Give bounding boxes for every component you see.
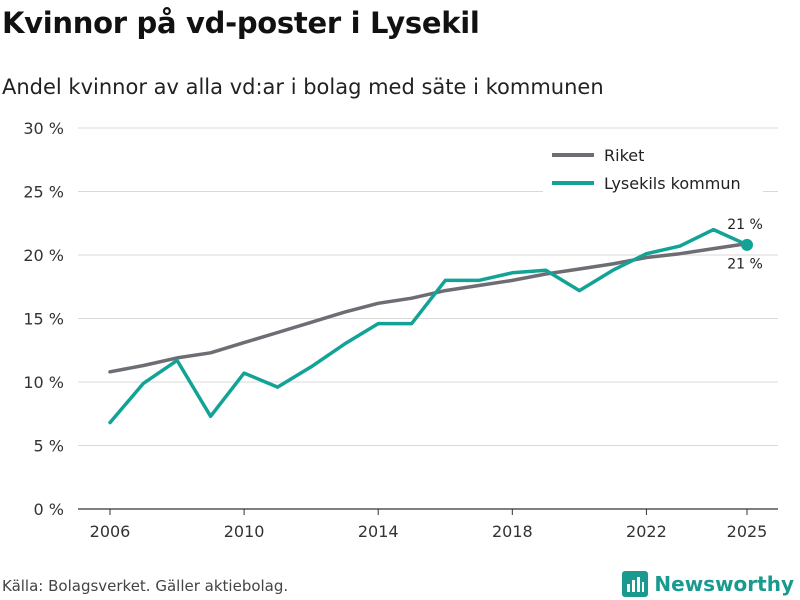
series-lines bbox=[108, 227, 753, 425]
end-label-riket: 21 % bbox=[727, 257, 763, 273]
legend: Riket Lysekils kommun bbox=[543, 142, 763, 198]
grid-lines bbox=[78, 127, 778, 510]
chart-title: Kvinnor på vd-poster i Lysekil bbox=[2, 6, 480, 40]
series-end-point bbox=[741, 238, 753, 251]
y-tick-label: 10 % bbox=[23, 373, 64, 392]
y-axis: 0 % 5 % 10 % 15 % 20 % 25 % 30 % bbox=[23, 119, 64, 519]
legend-label: Riket bbox=[604, 146, 644, 165]
brand-logo: Newsworthy bbox=[622, 569, 794, 599]
y-tick-label: 5 % bbox=[34, 437, 64, 456]
x-tick-label: 2025 bbox=[727, 522, 768, 541]
x-tick-label: 2010 bbox=[224, 522, 265, 541]
y-tick-label: 30 % bbox=[23, 119, 64, 138]
x-tick-label: 2022 bbox=[626, 522, 667, 541]
end-label-lysekil: 21 % bbox=[727, 217, 763, 233]
brand-name: Newsworthy bbox=[654, 572, 794, 596]
chart-subtitle: Andel kvinnor av alla vd:ar i bolag med … bbox=[2, 75, 604, 99]
y-tick-label: 25 % bbox=[23, 183, 64, 202]
series-line-lysekil bbox=[108, 227, 749, 425]
end-labels: 21 % 21 % bbox=[727, 217, 763, 273]
legend-background bbox=[543, 142, 763, 198]
x-axis: 2006 2010 2014 2018 2022 2025 bbox=[90, 509, 768, 541]
source-note: Källa: Bolagsverket. Gäller aktiebolag. bbox=[2, 577, 289, 595]
bar-chart-icon bbox=[622, 571, 649, 597]
y-tick-label: 20 % bbox=[23, 246, 64, 265]
line-chart: 0 %5 %10 %15 %20 %25 %30 % 2006 2010 2014 2… bbox=[23, 119, 778, 541]
series-line-riket bbox=[108, 241, 749, 374]
x-tick-label: 2014 bbox=[358, 522, 399, 541]
x-tick-label: 2006 bbox=[90, 522, 131, 541]
y-tick-label: 15 % bbox=[23, 310, 64, 329]
x-tick-label: 2018 bbox=[492, 522, 533, 541]
legend-label: Lysekils kommun bbox=[604, 174, 741, 193]
y-tick-label: 0 % bbox=[34, 500, 64, 519]
